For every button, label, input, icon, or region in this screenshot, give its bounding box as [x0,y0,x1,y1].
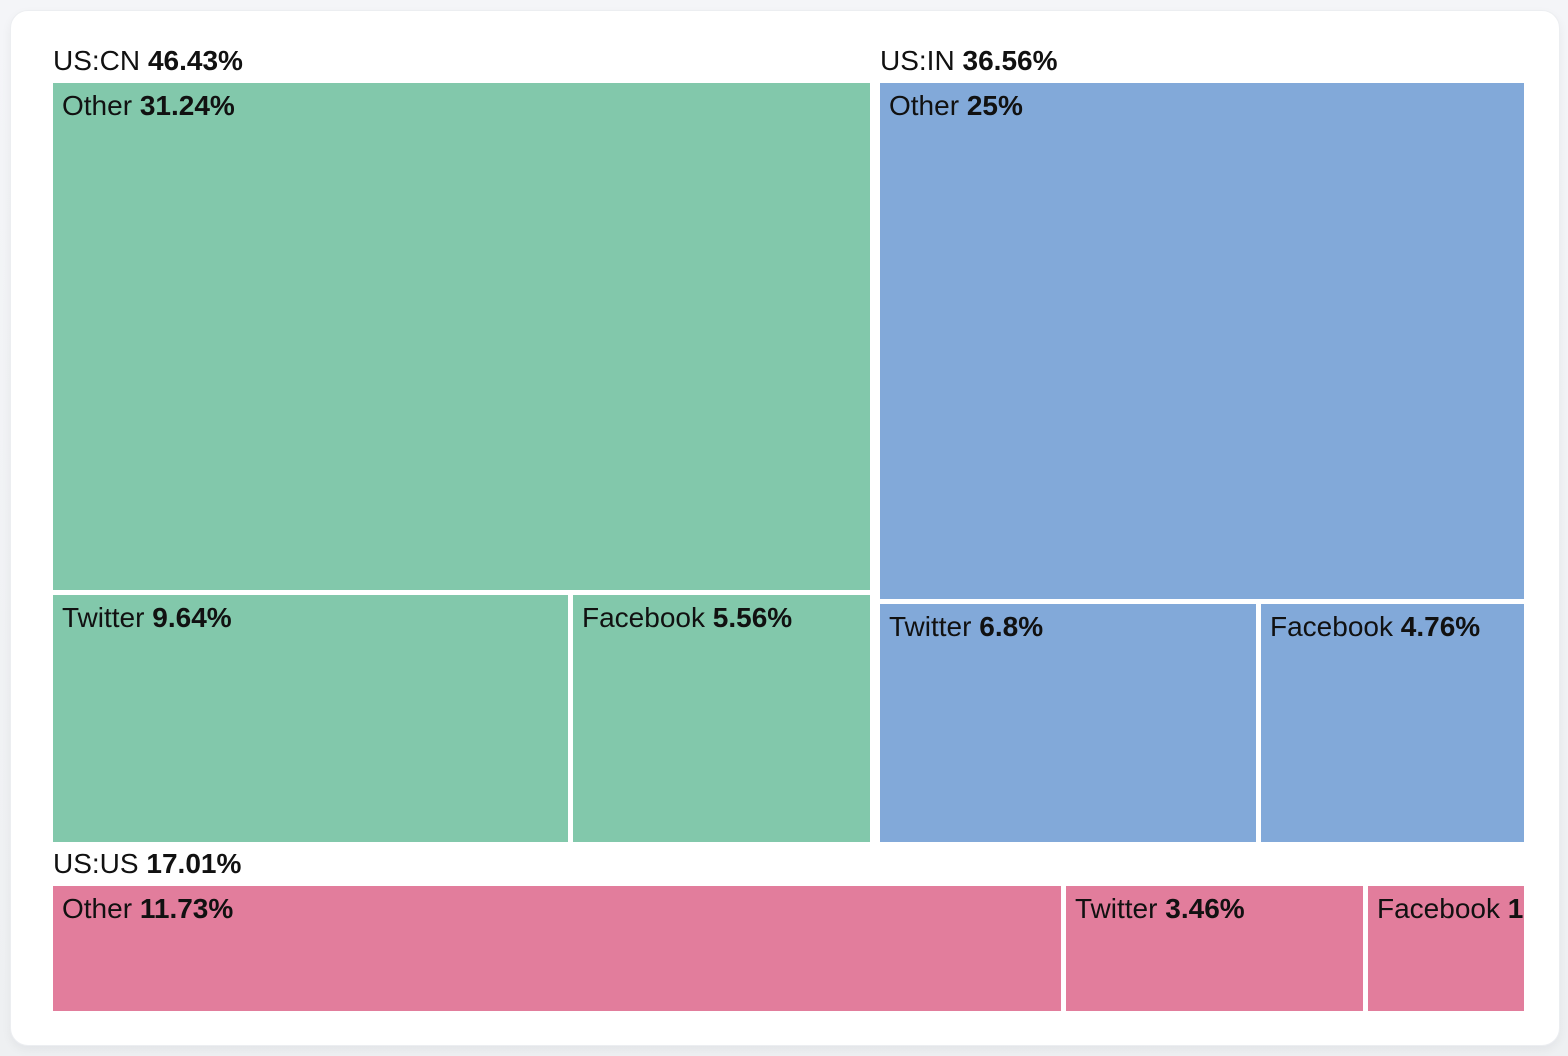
cell-name-text: Other [62,893,133,924]
group-name-text: US:IN [880,45,955,76]
cell-name-text: Twitter [1075,893,1158,924]
treemap-card: US:CN 46.43% Other 31.24% Twitter 9.64% Facebo… [10,10,1560,1046]
group-name-text: US:CN [53,45,141,76]
cell-pct-text: 31.24% [139,90,235,121]
cell-label: Other 25% [880,83,1524,129]
treemap-group-header-us-us: US:US 17.01% [53,848,1524,886]
cell-pct-text: 1.81% [1507,893,1524,924]
cell-pct-text: 4.76% [1400,611,1481,642]
cell-label: Twitter 3.46% [1066,886,1363,932]
cell-label: Facebook 4.76% [1261,604,1524,650]
treemap-cell-us-in-facebook[interactable]: Facebook 4.76% [1261,604,1524,842]
cell-pct-text: 5.56% [712,602,793,633]
group-name-text: US:US [53,848,139,879]
treemap-chart: US:CN 46.43% Other 31.24% Twitter 9.64% Facebo… [53,45,1524,1011]
cell-label: Twitter 9.64% [53,595,568,641]
group-pct-text: 36.56% [962,45,1058,76]
cell-name-text: Other [62,90,133,121]
treemap-cell-us-cn-twitter[interactable]: Twitter 9.64% [53,595,568,842]
group-pct-text: 17.01% [146,848,242,879]
cell-name-text: Twitter [62,602,145,633]
cell-name-text: Facebook [582,602,705,633]
cell-pct-text: 9.64% [152,602,232,633]
cell-pct-text: 3.46% [1165,893,1245,924]
treemap-cell-us-us-facebook[interactable]: Facebook 1.81% [1368,886,1524,1011]
treemap-cell-us-in-twitter[interactable]: Twitter 6.8% [880,604,1256,842]
treemap-group-header-us-cn: US:CN 46.43% [53,45,870,83]
cell-name-text: Other [889,90,960,121]
group-pct-text: 46.43% [147,45,243,76]
cell-name-text: Facebook [1377,893,1500,924]
cell-label: Other 31.24% [53,83,870,129]
cell-label: Other 11.73% [53,886,1061,932]
treemap-cell-us-cn-facebook[interactable]: Facebook 5.56% [573,595,870,842]
treemap-cell-us-in-other[interactable]: Other 25% [880,83,1524,599]
treemap-cell-us-cn-other[interactable]: Other 31.24% [53,83,870,590]
cell-pct-text: 25% [966,90,1023,121]
cell-label: Twitter 6.8% [880,604,1256,650]
treemap-group-header-us-in: US:IN 36.56% [880,45,1524,83]
cell-pct-text: 11.73% [139,893,234,924]
cell-pct-text: 6.8% [979,611,1044,642]
treemap-cell-us-us-other[interactable]: Other 11.73% [53,886,1061,1011]
cell-label: Facebook 5.56% [573,595,870,641]
cell-name-text: Twitter [889,611,972,642]
cell-name-text: Facebook [1270,611,1393,642]
treemap-cell-us-us-twitter[interactable]: Twitter 3.46% [1066,886,1363,1011]
cell-label: Facebook 1.81% [1368,886,1524,932]
